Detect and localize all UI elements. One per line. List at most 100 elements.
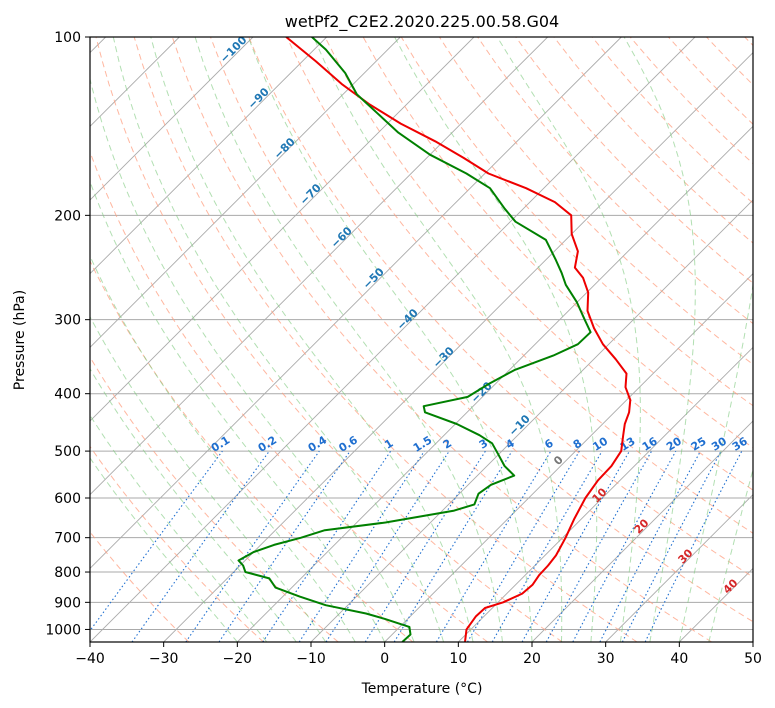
x-tick-label: 50 — [744, 651, 762, 667]
moist-adiabat-line — [394, 37, 598, 642]
isopleth-labels: 0.1 0.2 0.4 0.6 1 1.5 2 3 4 6 8 10 13 16 20 25 30 36−100−… — [209, 33, 750, 597]
x-tick-label: −30 — [149, 651, 179, 667]
moist-adiabat-line — [496, 37, 641, 642]
moist-adiabat-line — [247, 37, 533, 642]
dry-adiabat-label: −50 — [360, 265, 387, 292]
y-tick-label: 800 — [54, 565, 81, 581]
moist-adiabat-line — [90, 367, 297, 642]
isotherm-line — [90, 37, 696, 642]
isotherm-line — [531, 420, 753, 642]
dry-adiabat-label: −100 — [218, 33, 250, 65]
y-tick-label: 900 — [54, 595, 81, 611]
dry-adiabat-line — [90, 445, 264, 642]
dry-adiabat-label: −90 — [245, 85, 272, 112]
dry-adiabat-line — [706, 37, 753, 86]
x-tick-label: −20 — [223, 651, 253, 667]
dry-adiabat-label: 0 — [551, 453, 566, 468]
chart-title: wetPf2_C2E2.2020.225.00.58.G04 — [285, 12, 559, 32]
mixing-ratio-line — [131, 450, 270, 642]
mixing-ratio-line — [644, 450, 743, 642]
dry-adiabat-label: −10 — [506, 412, 533, 439]
mixing-ratio-line — [545, 450, 653, 642]
isotherm-line — [384, 273, 753, 642]
dry-adiabat-line — [90, 150, 488, 642]
dry-adiabat-line — [210, 37, 753, 623]
isotherm-line — [605, 494, 753, 642]
y-tick-label: 100 — [54, 30, 81, 46]
mixing-ratio-line — [521, 450, 630, 642]
dry-adiabat-line — [286, 37, 753, 534]
moist-adiabat-line — [90, 414, 268, 642]
dry-adiabat-line — [171, 37, 712, 642]
dewpoint-profile-line — [237, 37, 592, 642]
plot-frame — [89, 36, 754, 643]
isotherm-line — [90, 37, 327, 275]
isotherm-line — [90, 37, 475, 422]
moist-adiabat-line — [313, 37, 563, 642]
isotherm-line — [752, 641, 753, 642]
mixing-ratio-line — [325, 450, 450, 642]
mixing-ratio-line — [364, 450, 486, 642]
isotherm-line — [310, 199, 753, 642]
mixing-ratio-label: 2 — [441, 437, 454, 452]
dry-adiabat-label: −80 — [271, 135, 298, 162]
dry-adiabat-line — [248, 37, 753, 578]
y-tick-label: 400 — [54, 387, 81, 403]
dry-adiabat-label: 40 — [721, 576, 741, 596]
moist-adiabat-line — [112, 37, 445, 642]
moist-adiabat-line — [623, 37, 696, 642]
y-tick-label: 700 — [54, 531, 81, 547]
y-tick-label: 200 — [54, 208, 81, 224]
y-axis-label: Pressure (hPa) — [12, 290, 28, 390]
isotherm-line — [90, 37, 622, 569]
mixing-ratio-line — [298, 450, 425, 642]
isotherm-line — [237, 125, 753, 642]
dry-adiabat-label: −60 — [328, 224, 355, 251]
x-tick-label: 20 — [523, 651, 541, 667]
mixing-ratio-line — [435, 450, 552, 642]
mixing-ratio-line — [572, 450, 677, 642]
mixing-ratio-label: 1.5 — [411, 433, 434, 454]
moist-adiabat-line — [150, 37, 474, 642]
isotherm-line — [90, 37, 254, 201]
isotherm-line — [163, 52, 753, 642]
mixing-ratio-line — [467, 450, 580, 642]
dry-adiabat-line — [90, 356, 339, 642]
y-tick-label: 600 — [54, 491, 81, 507]
x-tick-label: −10 — [296, 651, 326, 667]
x-tick-label: 30 — [597, 651, 615, 667]
moist-adiabat-line — [90, 180, 386, 642]
temperature-profile-line — [285, 37, 632, 642]
mixing-ratio-line — [218, 450, 351, 642]
mixing-ratio-label: 0.1 — [209, 433, 232, 454]
moist-adiabat-line — [678, 282, 753, 642]
dry-adiabat-line — [133, 37, 638, 642]
dry-adiabat-line — [90, 531, 190, 642]
y-tick-label: 300 — [54, 313, 81, 329]
dry-adiabat-line — [744, 37, 753, 47]
mixing-ratio-line — [185, 450, 320, 642]
y-tick-label: 1000 — [45, 622, 81, 638]
dry-adiabat-line — [90, 259, 414, 642]
dry-adiabat-line — [553, 37, 753, 244]
x-tick-label: −40 — [75, 651, 105, 667]
x-axis-label: Temperature (°C) — [361, 681, 483, 697]
dry-adiabat-label: 30 — [676, 546, 696, 566]
mixing-ratio-line — [393, 450, 513, 642]
profile-layer — [237, 37, 632, 642]
dry-adiabat-line — [324, 37, 753, 491]
moist-adiabat-line — [90, 76, 415, 642]
mixing-ratio-line — [262, 450, 392, 642]
isotherm-line — [90, 37, 548, 496]
y-tick-label: 500 — [54, 444, 81, 460]
isotherm-line — [90, 37, 401, 348]
dry-adiabat-line — [515, 37, 753, 284]
dry-adiabat-line — [95, 37, 563, 642]
moist-adiabat-line — [708, 467, 753, 642]
moist-adiabat-line — [90, 315, 327, 642]
mixing-ratio-line — [90, 450, 223, 632]
x-axis-ticks: −40 −30 −20 −10 0 10 20 30 40 50 — [75, 642, 762, 667]
y-axis-ticks: 100 200 300 400 500 600 700 800 900 1000 — [45, 30, 90, 638]
grid-layer — [90, 37, 753, 642]
